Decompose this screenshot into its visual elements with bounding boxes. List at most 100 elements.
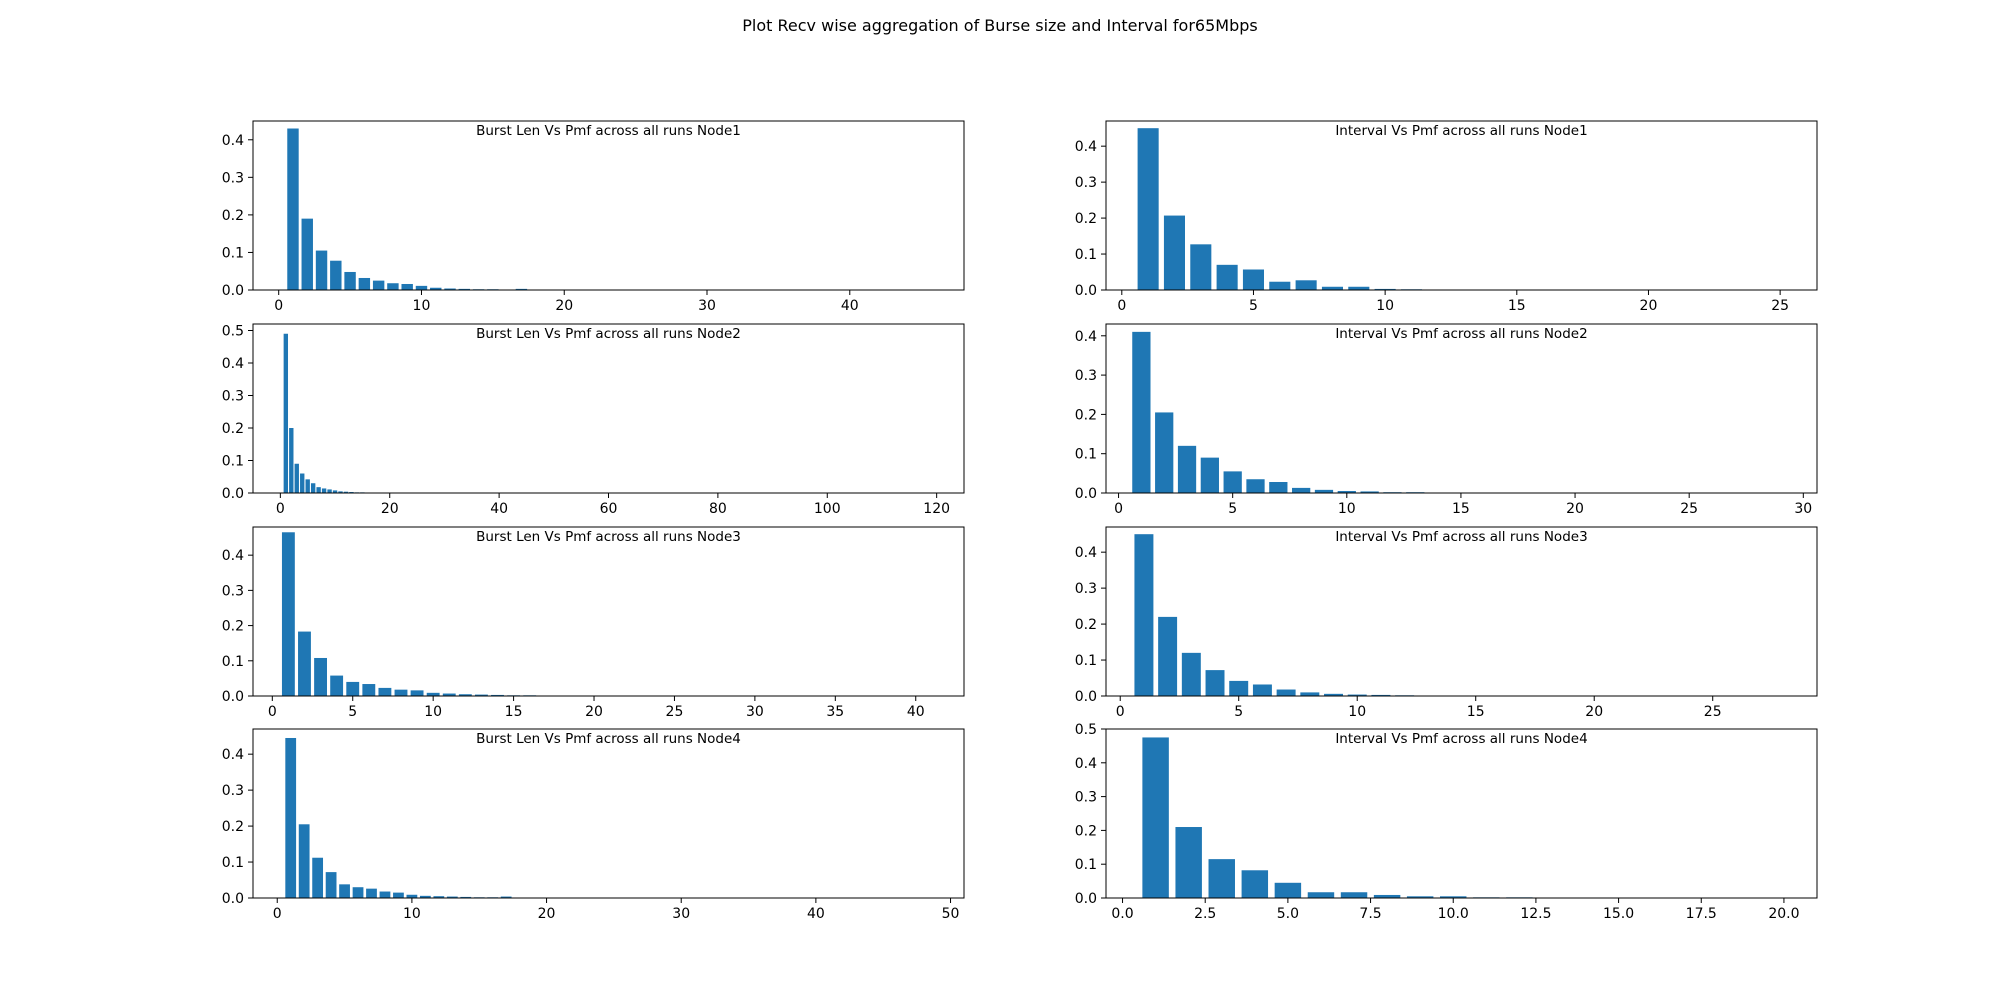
x-tick-label: 20.0 [1768,906,1799,922]
bar [1155,412,1173,493]
y-tick-label: 0.5 [1075,722,1097,738]
bar [1308,892,1334,898]
bar [299,824,310,898]
x-tick-label: 40 [807,906,825,922]
x-tick-label: 5 [1234,704,1243,720]
x-tick-label: 0 [1117,298,1126,314]
bar [1178,446,1196,493]
bar [1209,859,1235,898]
y-tick-label: 0.4 [1075,756,1097,772]
bar [298,632,311,696]
x-tick-label: 0.0 [1111,906,1133,922]
x-tick-label: 10 [413,298,431,314]
x-tick-label: 15 [1452,501,1470,517]
y-tick-label: 0.2 [222,421,244,437]
y-tick-label: 0.1 [222,454,244,470]
x-tick-label: 15 [1508,298,1526,314]
x-tick-label: 20 [381,501,399,517]
x-tick-label: 5 [1249,298,1258,314]
subplot-title: Burst Len Vs Pmf across all runs Node1 [476,123,741,139]
x-tick-label: 50 [942,906,960,922]
y-tick-label: 0.5 [222,324,244,340]
x-tick-label: 10 [1376,298,1394,314]
bar [1253,684,1272,696]
subplot-title: Burst Len Vs Pmf across all runs Node4 [476,731,741,747]
subplot-title: Interval Vs Pmf across all runs Node2 [1335,326,1587,342]
x-tick-label: 40 [907,704,925,720]
subplot-title: Interval Vs Pmf across all runs Node1 [1335,123,1587,139]
bar [282,532,295,696]
y-tick-label: 0.0 [1075,486,1097,502]
bar [306,479,310,493]
bar [1243,270,1264,291]
x-tick-label: 35 [826,704,844,720]
y-tick-label: 0.0 [1075,689,1097,705]
y-tick-label: 0.0 [222,283,244,299]
bar [285,738,296,898]
x-tick-label: 5 [1228,501,1237,517]
bar [395,690,408,696]
axes-frame [253,324,964,493]
y-tick-label: 0.4 [222,133,244,149]
x-tick-label: 0 [268,704,277,720]
subplot-title: Burst Len Vs Pmf across all runs Node3 [476,529,741,545]
bar [295,464,299,493]
y-tick-label: 0.0 [222,689,244,705]
y-tick-label: 0.0 [222,486,244,502]
y-tick-label: 0.3 [222,783,244,799]
x-tick-label: 0 [276,501,285,517]
bar [1164,216,1185,290]
bar [380,892,391,898]
bar [1242,870,1268,898]
bar [1275,883,1301,898]
bar [314,658,327,696]
x-tick-label: 10 [403,906,421,922]
bar [1138,128,1159,290]
y-tick-label: 0.1 [1075,247,1097,263]
y-tick-label: 0.4 [222,747,244,763]
bar [284,334,288,493]
axes-frame [253,527,964,696]
x-tick-label: 0 [1116,704,1125,720]
x-tick-label: 17.5 [1686,906,1717,922]
bar [287,129,298,290]
y-tick-label: 0.1 [222,855,244,871]
x-tick-label: 20 [585,704,603,720]
axes-frame [253,729,964,898]
x-tick-label: 7.5 [1359,906,1381,922]
x-tick-label: 30 [746,704,764,720]
y-tick-label: 0.3 [1075,175,1097,191]
y-tick-label: 0.3 [1075,790,1097,806]
x-tick-label: 30 [672,906,690,922]
bar [353,887,364,898]
x-tick-label: 10.0 [1438,906,1469,922]
bar [1224,471,1242,493]
bar [346,682,359,696]
x-tick-label: 20 [538,906,556,922]
bar [1341,892,1367,898]
bar [1182,653,1201,696]
bar [1269,282,1290,290]
bar [330,676,343,696]
y-tick-label: 0.0 [1075,283,1097,299]
axes-frame [1106,121,1817,290]
bar [387,283,398,290]
bar [362,684,375,696]
bar [1292,488,1310,493]
y-tick-label: 0.1 [222,654,244,670]
x-tick-label: 30 [1794,501,1812,517]
bar [326,872,337,898]
bar [1134,534,1153,696]
bar [1190,244,1211,290]
x-tick-label: 15 [1467,704,1485,720]
subplot-title: Interval Vs Pmf across all runs Node4 [1335,731,1587,747]
x-tick-label: 5.0 [1277,906,1299,922]
